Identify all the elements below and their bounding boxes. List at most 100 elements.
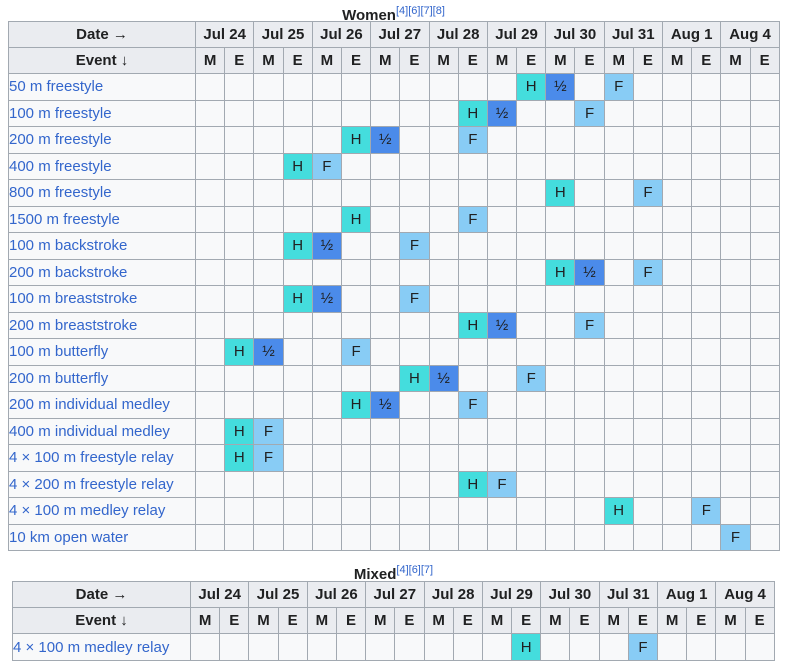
- empty-session-cell: [194, 497, 226, 525]
- empty-session-cell: [661, 258, 693, 286]
- empty-session-cell: [545, 523, 576, 551]
- empty-session-cell: [457, 232, 488, 260]
- event-name-link[interactable]: 10 km open water: [8, 523, 196, 551]
- event-row: 200 m individual medley H ½ F: [8, 391, 780, 419]
- heat-cell: H: [224, 417, 255, 445]
- empty-session-cell: [603, 285, 634, 313]
- mixed-refs[interactable]: [4][6][7]: [396, 564, 434, 576]
- empty-session-cell: [253, 232, 284, 260]
- empty-session-cell: [569, 633, 600, 661]
- empty-session-cell: [574, 73, 605, 101]
- event-name-link[interactable]: 200 m butterfly: [8, 364, 196, 392]
- empty-session-cell: [311, 179, 342, 207]
- empty-session-cell: [253, 364, 284, 392]
- empty-session-cell: [282, 364, 313, 392]
- empty-session-cell: [253, 126, 284, 154]
- evening-session-header: E: [691, 47, 722, 74]
- empty-session-cell: [749, 338, 780, 366]
- empty-session-cell: [574, 126, 605, 154]
- date-column-header: Jul 24: [189, 581, 250, 608]
- empty-session-cell: [340, 497, 372, 525]
- event-name-link[interactable]: 1500 m freestyle: [8, 205, 196, 233]
- empty-session-cell: [370, 258, 401, 286]
- event-name-link[interactable]: 200 m breaststroke: [8, 311, 196, 339]
- final-cell: F: [574, 99, 605, 127]
- event-name-link[interactable]: 200 m individual medley: [8, 391, 196, 419]
- empty-session-cell: [370, 73, 401, 101]
- empty-session-cell: [282, 470, 313, 498]
- empty-session-cell: [516, 258, 547, 286]
- event-name-link[interactable]: 100 m breaststroke: [8, 285, 196, 313]
- event-name-link[interactable]: 4 × 100 m medley relay: [12, 633, 191, 661]
- empty-session-cell: [691, 152, 722, 180]
- morning-session-header: M: [428, 47, 459, 74]
- empty-session-cell: [632, 364, 664, 392]
- empty-session-cell: [545, 126, 576, 154]
- empty-session-cell: [691, 285, 722, 313]
- empty-session-cell: [545, 364, 576, 392]
- empty-session-cell: [574, 364, 605, 392]
- empty-session-cell: [399, 179, 430, 207]
- event-name-link[interactable]: 200 m freestyle: [8, 126, 196, 154]
- date-column-header: Jul 28: [423, 581, 483, 608]
- semifinal-cell: ½: [486, 311, 518, 339]
- empty-session-cell: [194, 126, 226, 154]
- event-name-link[interactable]: 400 m freestyle: [8, 152, 196, 180]
- date-column-header: Jul 27: [370, 21, 430, 48]
- evening-session-header: E: [399, 47, 430, 74]
- empty-session-cell: [194, 444, 226, 472]
- empty-session-cell: [428, 523, 459, 551]
- event-name-link[interactable]: 100 m butterfly: [8, 338, 196, 366]
- evening-session-header: E: [219, 607, 250, 634]
- empty-session-cell: [311, 99, 342, 127]
- empty-session-cell: [311, 338, 342, 366]
- empty-session-cell: [632, 152, 664, 180]
- semifinal-cell: ½: [574, 258, 605, 286]
- empty-session-cell: [516, 523, 547, 551]
- empty-session-cell: [370, 205, 401, 233]
- empty-session-cell: [224, 73, 255, 101]
- semifinal-cell: ½: [370, 126, 401, 154]
- event-row: 100 m freestyle H ½ F: [8, 99, 780, 127]
- empty-session-cell: [545, 470, 576, 498]
- empty-session-cell: [656, 633, 688, 661]
- event-name-link[interactable]: 200 m backstroke: [8, 258, 196, 286]
- event-name-link[interactable]: 4 × 100 m freestyle relay: [8, 444, 196, 472]
- empty-session-cell: [603, 152, 634, 180]
- empty-session-cell: [340, 444, 372, 472]
- empty-session-cell: [545, 232, 576, 260]
- empty-session-cell: [545, 152, 576, 180]
- empty-session-cell: [194, 364, 226, 392]
- empty-session-cell: [632, 470, 664, 498]
- heat-cell: H: [224, 444, 255, 472]
- empty-session-cell: [632, 497, 664, 525]
- event-name-link[interactable]: 4 × 200 m freestyle relay: [8, 470, 196, 498]
- empty-session-cell: [370, 338, 401, 366]
- empty-session-cell: [311, 73, 342, 101]
- mixed-title: Mixed: [353, 566, 397, 583]
- empty-session-cell: [603, 179, 634, 207]
- event-name-link[interactable]: 400 m individual medley: [8, 417, 196, 445]
- empty-session-cell: [486, 497, 518, 525]
- final-cell: F: [632, 258, 664, 286]
- event-name-link[interactable]: 50 m freestyle: [8, 73, 196, 101]
- empty-session-cell: [749, 205, 780, 233]
- empty-session-cell: [282, 99, 313, 127]
- heat-cell: H: [457, 311, 488, 339]
- event-name-link[interactable]: 800 m freestyle: [8, 179, 196, 207]
- event-name-link[interactable]: 100 m freestyle: [8, 99, 196, 127]
- event-name-link[interactable]: 4 × 100 m medley relay: [8, 497, 196, 525]
- event-name-link[interactable]: 100 m backstroke: [8, 232, 196, 260]
- empty-session-cell: [311, 364, 342, 392]
- event-row: 4 × 100 m freestyle relay H F: [8, 444, 780, 472]
- empty-session-cell: [661, 152, 693, 180]
- women-refs[interactable]: [4][6][7][8]: [395, 5, 445, 17]
- empty-session-cell: [632, 444, 664, 472]
- empty-session-cell: [691, 205, 722, 233]
- evening-session-header: E: [452, 607, 483, 634]
- heat-cell: H: [545, 179, 576, 207]
- empty-session-cell: [428, 285, 459, 313]
- empty-session-cell: [428, 391, 459, 419]
- date-column-header: Aug 1: [661, 21, 722, 48]
- evening-session-header: E: [574, 47, 605, 74]
